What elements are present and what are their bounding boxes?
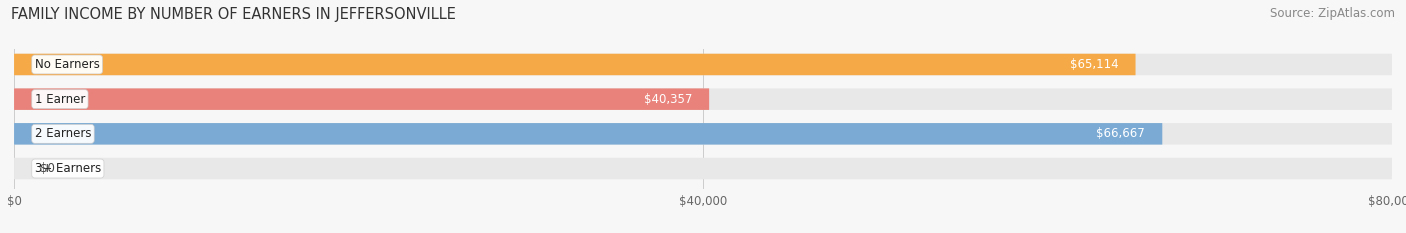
FancyBboxPatch shape [14,88,1392,110]
FancyBboxPatch shape [14,158,1392,179]
Text: $40,357: $40,357 [644,93,692,106]
FancyBboxPatch shape [14,123,1163,145]
FancyBboxPatch shape [14,54,1392,75]
FancyBboxPatch shape [14,88,709,110]
Text: 2 Earners: 2 Earners [35,127,91,140]
Text: 1 Earner: 1 Earner [35,93,86,106]
Text: 3+ Earners: 3+ Earners [35,162,101,175]
Text: No Earners: No Earners [35,58,100,71]
Text: $65,114: $65,114 [1070,58,1118,71]
Text: Source: ZipAtlas.com: Source: ZipAtlas.com [1270,7,1395,20]
Text: $66,667: $66,667 [1097,127,1144,140]
Text: $0: $0 [39,162,55,175]
Text: FAMILY INCOME BY NUMBER OF EARNERS IN JEFFERSONVILLE: FAMILY INCOME BY NUMBER OF EARNERS IN JE… [11,7,456,22]
FancyBboxPatch shape [14,54,1136,75]
FancyBboxPatch shape [14,123,1392,145]
